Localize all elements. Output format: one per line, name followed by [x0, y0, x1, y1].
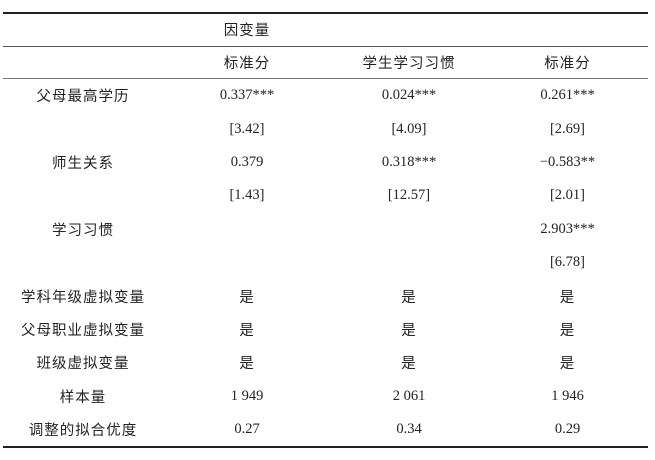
row-label: 父母职业虚拟变量 — [21, 322, 145, 339]
value-cell: 是 — [239, 289, 255, 306]
value-cell: 0.379 — [230, 153, 264, 170]
value-cell: 0.34 — [396, 421, 422, 438]
row-label: 样本量 — [59, 389, 107, 406]
value-cell: 1 946 — [551, 387, 584, 404]
value-cell: 是 — [239, 322, 255, 339]
value-cell: 是 — [401, 322, 417, 339]
value-cell: [4.09] — [391, 120, 427, 137]
value-cell: 是 — [239, 356, 255, 373]
value-cell: 0.024*** — [381, 87, 437, 104]
value-cell: 2 061 — [392, 387, 426, 404]
value-cell: 2.903*** — [540, 220, 595, 237]
row-label: 调整的拟合优度 — [28, 423, 138, 440]
table-row: 学科年级虚拟变量 是 是 是 — [3, 279, 648, 312]
group-header: 因变量 — [223, 23, 271, 40]
value-cell: 0.337*** — [219, 87, 275, 104]
table-row-group-header: 因变量 — [3, 14, 648, 47]
value-cell: 0.261*** — [540, 87, 595, 104]
value-cell: 0.29 — [554, 421, 581, 438]
value-cell: [2.01] — [549, 187, 586, 204]
value-cell: 是 — [401, 289, 417, 306]
table-row: 学习习惯 2.903*** — [3, 213, 648, 246]
table-row: [3.42] [4.09] [2.69] — [3, 112, 648, 145]
table-row-column-headers: 标准分 学生学习习惯 标准分 — [3, 47, 648, 79]
value-cell: 是 — [401, 356, 417, 373]
table-row: 父母最高学历 0.337*** 0.024*** 0.261*** — [3, 79, 648, 112]
table-row: [1.43] [12.57] [2.01] — [3, 179, 648, 212]
value-cell: [12.57] — [387, 187, 431, 204]
row-label: 学科年级虚拟变量 — [21, 289, 145, 306]
row-label: 班级虚拟变量 — [36, 356, 130, 373]
value-cell: [3.42] — [229, 120, 265, 137]
row-label: 师生关系 — [52, 155, 114, 172]
value-cell: [6.78] — [549, 254, 586, 271]
table-row: 调整的拟合优度 0.27 0.34 0.29 — [3, 413, 648, 446]
column-header: 标准分 — [544, 55, 591, 72]
value-cell: 是 — [559, 322, 576, 339]
table-row: [6.78] — [3, 246, 648, 279]
value-cell: [1.43] — [229, 187, 265, 204]
value-cell: 0.27 — [234, 421, 260, 438]
row-label: 父母最高学历 — [36, 89, 130, 106]
value-cell: 是 — [559, 356, 576, 373]
value-cell: 是 — [559, 289, 576, 306]
row-label: 学习习惯 — [52, 222, 114, 239]
regression-table: 因变量 标准分 学生学习习惯 标准分 父母最高学历 0.337*** 0.024… — [3, 12, 648, 449]
table-row: 样本量 1 949 2 061 1 946 — [3, 380, 648, 413]
value-cell: [2.69] — [549, 120, 586, 137]
value-cell: 1 949 — [230, 387, 264, 404]
table-row: 班级虚拟变量 是 是 是 — [3, 346, 648, 379]
table-row: 师生关系 0.379 0.318*** −0.583** — [3, 146, 648, 179]
column-header: 学生学习习惯 — [362, 55, 456, 72]
column-header: 标准分 — [223, 55, 271, 72]
table-row: 父母职业虚拟变量 是 是 是 — [3, 313, 648, 346]
value-cell: −0.583** — [539, 153, 596, 170]
value-cell: 0.318*** — [381, 153, 437, 170]
